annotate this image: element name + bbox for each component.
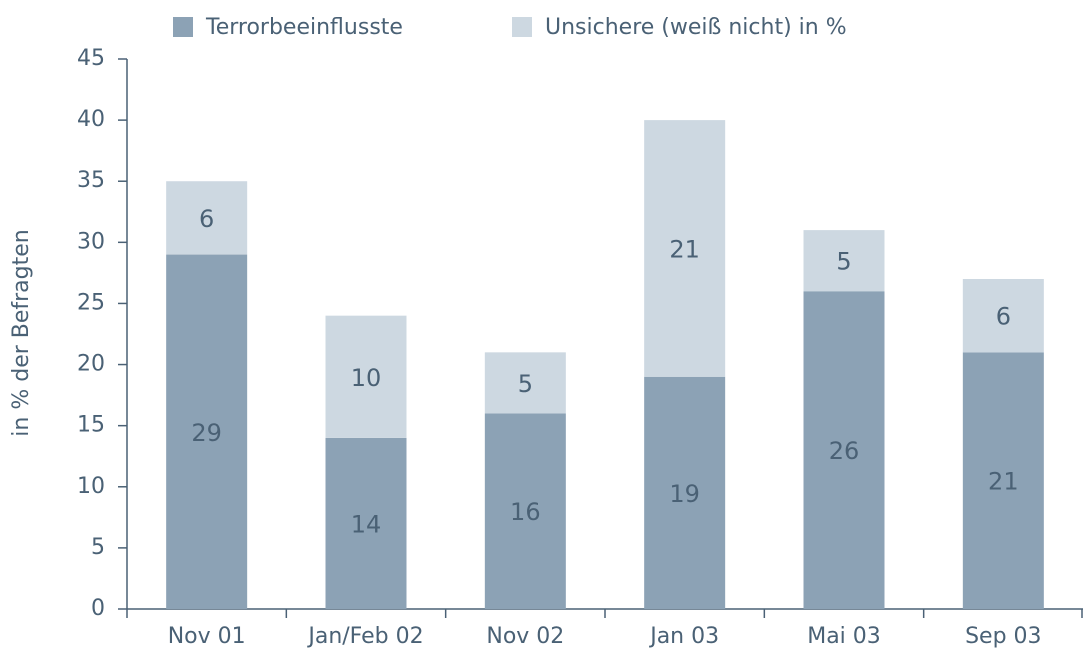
bar-segment [803, 291, 885, 609]
bar-segment [166, 254, 248, 610]
value-label: 5 [836, 248, 851, 276]
value-label: 21 [669, 235, 700, 263]
bar-segment [325, 437, 407, 609]
y-tick-label: 20 [77, 352, 105, 377]
bar-segment [803, 230, 885, 292]
value-label: 14 [351, 510, 382, 538]
value-label: 6 [199, 205, 214, 233]
value-label: 26 [829, 437, 860, 465]
bar-segment [484, 352, 566, 414]
bar-segment [644, 120, 726, 377]
value-label: 16 [510, 498, 541, 526]
y-tick-label: 5 [91, 535, 105, 560]
x-tick-label: Jan 03 [648, 624, 719, 649]
legend-label: Terrorbeeinflusste [205, 15, 403, 40]
bar-segment [484, 413, 566, 609]
value-label: 29 [191, 419, 222, 447]
value-label: 21 [988, 468, 1019, 496]
y-tick-label: 30 [77, 229, 105, 254]
y-axis-label: in % der Befragten [9, 229, 34, 436]
y-tick-label: 15 [77, 413, 105, 438]
bar-segment [325, 315, 407, 438]
bar-segment [962, 279, 1044, 353]
bar-segment [166, 181, 248, 255]
y-tick-label: 35 [77, 168, 105, 193]
bar-segment [644, 376, 726, 609]
value-label: 6 [996, 303, 1011, 331]
y-tick-label: 40 [77, 107, 105, 132]
y-tick-label: 10 [77, 474, 105, 499]
legend-swatch [512, 17, 532, 37]
y-tick-label: 45 [77, 46, 105, 71]
x-tick-label: Mai 03 [807, 624, 881, 649]
x-tick-label: Jan/Feb 02 [306, 624, 423, 649]
value-label: 10 [351, 364, 382, 392]
value-label: 19 [669, 480, 700, 508]
x-tick-label: Nov 01 [168, 624, 246, 649]
y-tick-label: 25 [77, 290, 105, 315]
bar-segment [962, 352, 1044, 609]
x-tick-label: Nov 02 [486, 624, 564, 649]
value-label: 5 [518, 370, 533, 398]
legend-swatch [173, 17, 193, 37]
x-tick-label: Sep 03 [965, 624, 1041, 649]
legend-label: Unsichere (weiß nicht) in % [545, 15, 847, 40]
y-tick-label: 0 [91, 596, 105, 621]
